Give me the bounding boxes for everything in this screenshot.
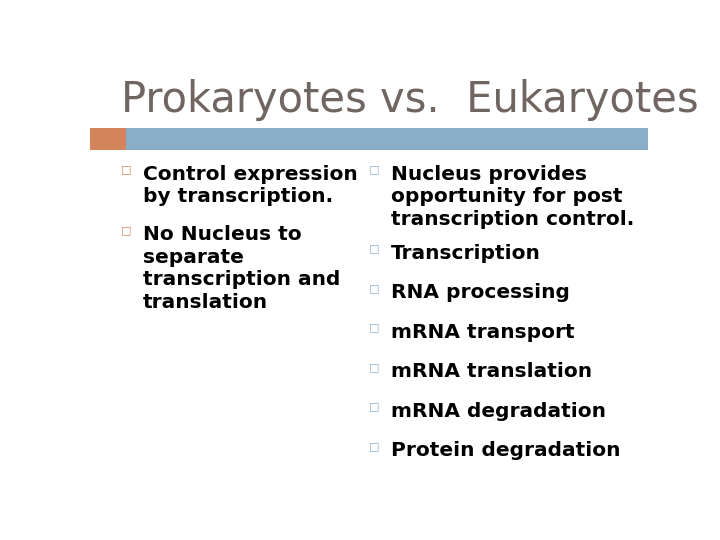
Text: No Nucleus to
separate
transcription and
translation: No Nucleus to separate transcription and… bbox=[143, 225, 341, 312]
Text: □: □ bbox=[369, 402, 379, 411]
Text: □: □ bbox=[369, 165, 379, 174]
Text: mRNA transport: mRNA transport bbox=[392, 322, 575, 342]
Bar bbox=[90, 129, 126, 150]
Text: mRNA translation: mRNA translation bbox=[392, 362, 593, 381]
Text: Transcription: Transcription bbox=[392, 244, 541, 262]
Text: mRNA degradation: mRNA degradation bbox=[392, 402, 606, 421]
Text: RNA processing: RNA processing bbox=[392, 283, 570, 302]
Text: Control expression
by transcription.: Control expression by transcription. bbox=[143, 165, 358, 206]
Text: □: □ bbox=[369, 441, 379, 451]
Text: □: □ bbox=[369, 362, 379, 372]
Text: □: □ bbox=[369, 244, 379, 254]
Text: Prokaryotes vs.  Eukaryotes: Prokaryotes vs. Eukaryotes bbox=[121, 79, 698, 122]
Text: □: □ bbox=[369, 322, 379, 333]
Text: Nucleus provides
opportunity for post
transcription control.: Nucleus provides opportunity for post tr… bbox=[392, 165, 634, 229]
Text: □: □ bbox=[369, 283, 379, 293]
Text: Protein degradation: Protein degradation bbox=[392, 441, 621, 460]
Text: □: □ bbox=[121, 165, 131, 174]
Text: □: □ bbox=[121, 225, 131, 235]
Bar bbox=[126, 129, 648, 150]
